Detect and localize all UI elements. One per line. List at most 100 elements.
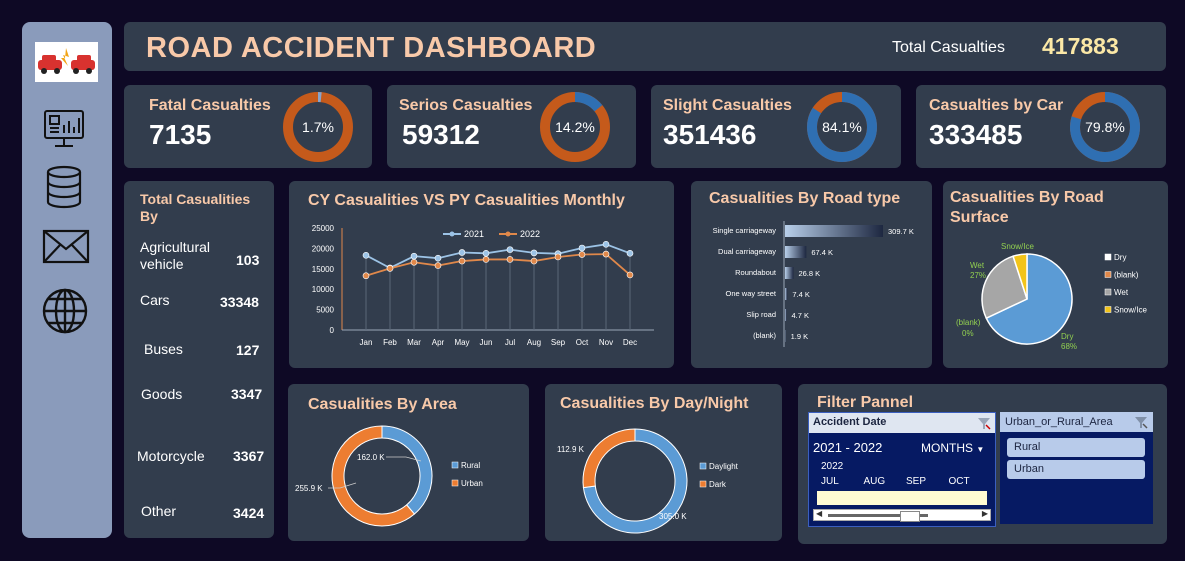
road-surface-panel: Casualities By Road Surface Dry (blank) We… bbox=[943, 181, 1168, 368]
bar bbox=[785, 225, 883, 237]
kpi-label: Fatal Casualties bbox=[149, 97, 271, 114]
vehicle-value: 3347 bbox=[231, 386, 263, 402]
date-slicer[interactable]: Accident Date 2021 - 2022 MONTHS ▼ 2022 … bbox=[808, 412, 996, 527]
chart-title: Casualities By Road Surface bbox=[950, 189, 1104, 226]
data-point bbox=[410, 252, 418, 260]
timeline-bar[interactable] bbox=[817, 491, 987, 505]
data-point bbox=[386, 265, 394, 272]
data-point bbox=[410, 258, 418, 266]
data-point bbox=[434, 262, 442, 269]
kpi-arc bbox=[807, 92, 877, 162]
slice-label: 68% bbox=[1061, 342, 1077, 351]
area-option-urban[interactable]: Urban bbox=[1007, 460, 1145, 479]
data-point bbox=[554, 253, 562, 261]
slice-label: Dry bbox=[1061, 332, 1073, 341]
mail-icon[interactable] bbox=[42, 225, 90, 269]
kpi-value: 333485 bbox=[929, 119, 1023, 150]
x-tick-label: Oct bbox=[576, 338, 589, 347]
vehicle-label: Cars bbox=[140, 292, 170, 308]
date-range: 2021 - 2022 bbox=[813, 440, 883, 455]
kpi-arc bbox=[540, 92, 610, 162]
y-tick-label: 25000 bbox=[312, 224, 335, 233]
donut-chart: Daylight Dark 112.9 K 305.0 K bbox=[557, 428, 739, 534]
dashboard-icon[interactable] bbox=[42, 107, 86, 151]
clear-filter-icon[interactable] bbox=[977, 416, 991, 430]
data-point bbox=[578, 251, 586, 258]
x-tick-label: May bbox=[454, 338, 469, 347]
kpi-card-fatal: Fatal Casualties 7135 1.7% bbox=[124, 85, 372, 168]
data-point bbox=[434, 254, 442, 262]
kpi-donut: 79.8% bbox=[1070, 92, 1140, 162]
y-tick-label: 0 bbox=[330, 326, 335, 335]
pie-chart: Dry (blank) Wet Snow/Ice Snow/Ice Wet 27% (… bbox=[956, 242, 1147, 351]
kpi-pct: 14.2% bbox=[555, 119, 595, 135]
bar bbox=[785, 309, 787, 321]
legend-label: Dry bbox=[1114, 253, 1126, 262]
area-option-rural[interactable]: Rural bbox=[1007, 438, 1145, 457]
vehicle-label: Motorcycle bbox=[137, 448, 205, 464]
series-line-2022 bbox=[365, 253, 631, 277]
bar-chart: Single carriageway 309.7 K Dual carriagewa… bbox=[713, 221, 914, 347]
x-tick-label: Jan bbox=[360, 338, 373, 347]
category-label: Dual carriageway bbox=[718, 247, 776, 256]
slice-Rural bbox=[381, 425, 433, 515]
road-type-panel: Casualities By Road type Single carriage… bbox=[691, 181, 932, 368]
data-label: 255.9 K bbox=[295, 484, 323, 493]
slice-label: Snow/Ice bbox=[1001, 242, 1034, 251]
timeline-month[interactable]: OCT bbox=[948, 476, 970, 487]
granularity-dropdown[interactable]: MONTHS ▼ bbox=[921, 441, 984, 455]
timeline-month[interactable]: AUG bbox=[863, 476, 886, 487]
filter-title: Filter Pannel bbox=[817, 394, 914, 411]
globe-icon[interactable] bbox=[42, 288, 88, 334]
kpi-donut: 84.1% bbox=[807, 92, 877, 162]
vehicle-value: 103 bbox=[236, 252, 260, 268]
y-tick-label: 15000 bbox=[312, 265, 335, 274]
slicer-header-label: Urban_or_Rural_Area bbox=[1005, 416, 1113, 428]
timeline-month[interactable]: JUL bbox=[821, 476, 839, 487]
total-casualties-value: 417883 bbox=[1042, 33, 1119, 59]
slicer-header: Accident Date bbox=[809, 413, 995, 433]
slicer-header: Urban_or_Rural_Area bbox=[1000, 412, 1153, 432]
kpi-pct: 84.1% bbox=[822, 119, 862, 135]
total-by-panel: Total Casualities By Agricultural vehicl… bbox=[124, 181, 274, 538]
total-by-title: Total Casualities By bbox=[140, 191, 251, 224]
category-label: Slip road bbox=[746, 310, 776, 319]
bar-value-label: 4.7 K bbox=[791, 311, 809, 320]
database-icon[interactable] bbox=[42, 165, 86, 209]
slice-Dry bbox=[985, 253, 1073, 345]
kpi-arc bbox=[1070, 92, 1140, 162]
legend-label: 2022 bbox=[520, 229, 540, 239]
kpi-donut: 14.2% bbox=[540, 92, 610, 162]
slice-label: 27% bbox=[970, 271, 986, 280]
x-tick-label: Nov bbox=[599, 338, 613, 347]
data-point bbox=[578, 244, 586, 252]
timeline-month[interactable]: SEP bbox=[906, 476, 927, 487]
kpi-arc bbox=[283, 92, 353, 162]
dashboard-title: ROAD ACCIDENT DASHBOARD bbox=[146, 32, 597, 64]
x-tick-label: Feb bbox=[383, 338, 397, 347]
legend-swatch bbox=[451, 479, 459, 487]
category-label: (blank) bbox=[753, 331, 776, 340]
timeline-scrollbar[interactable]: ◀ ▶ bbox=[813, 509, 991, 522]
kpi-card-slight: Slight Casualties 351436 84.1% bbox=[651, 85, 901, 168]
bar bbox=[785, 330, 786, 342]
data-label: 162.0 K bbox=[357, 453, 385, 462]
data-point bbox=[602, 241, 610, 248]
scroll-right-icon[interactable]: ▶ bbox=[981, 509, 988, 518]
area-slicer[interactable]: Urban_or_Rural_Area Rural Urban bbox=[1000, 412, 1153, 524]
data-point bbox=[362, 252, 370, 259]
chart-title: CY Casualities VS PY Casualities Monthly bbox=[308, 192, 625, 209]
data-point bbox=[530, 249, 538, 257]
vehicle-value: 3424 bbox=[233, 505, 265, 521]
legend-swatch bbox=[699, 462, 707, 470]
scroll-thumb[interactable] bbox=[900, 511, 920, 522]
legend-label: (blank) bbox=[1114, 271, 1139, 280]
bar-value-label: 7.4 K bbox=[792, 290, 810, 299]
vehicle-value: 127 bbox=[236, 342, 260, 358]
legend-swatch bbox=[1104, 253, 1112, 261]
data-point bbox=[458, 249, 466, 256]
scroll-left-icon[interactable]: ◀ bbox=[816, 509, 823, 518]
x-tick-label: Jul bbox=[505, 338, 515, 347]
clear-filter-icon[interactable] bbox=[1134, 415, 1148, 429]
data-point bbox=[482, 256, 490, 263]
